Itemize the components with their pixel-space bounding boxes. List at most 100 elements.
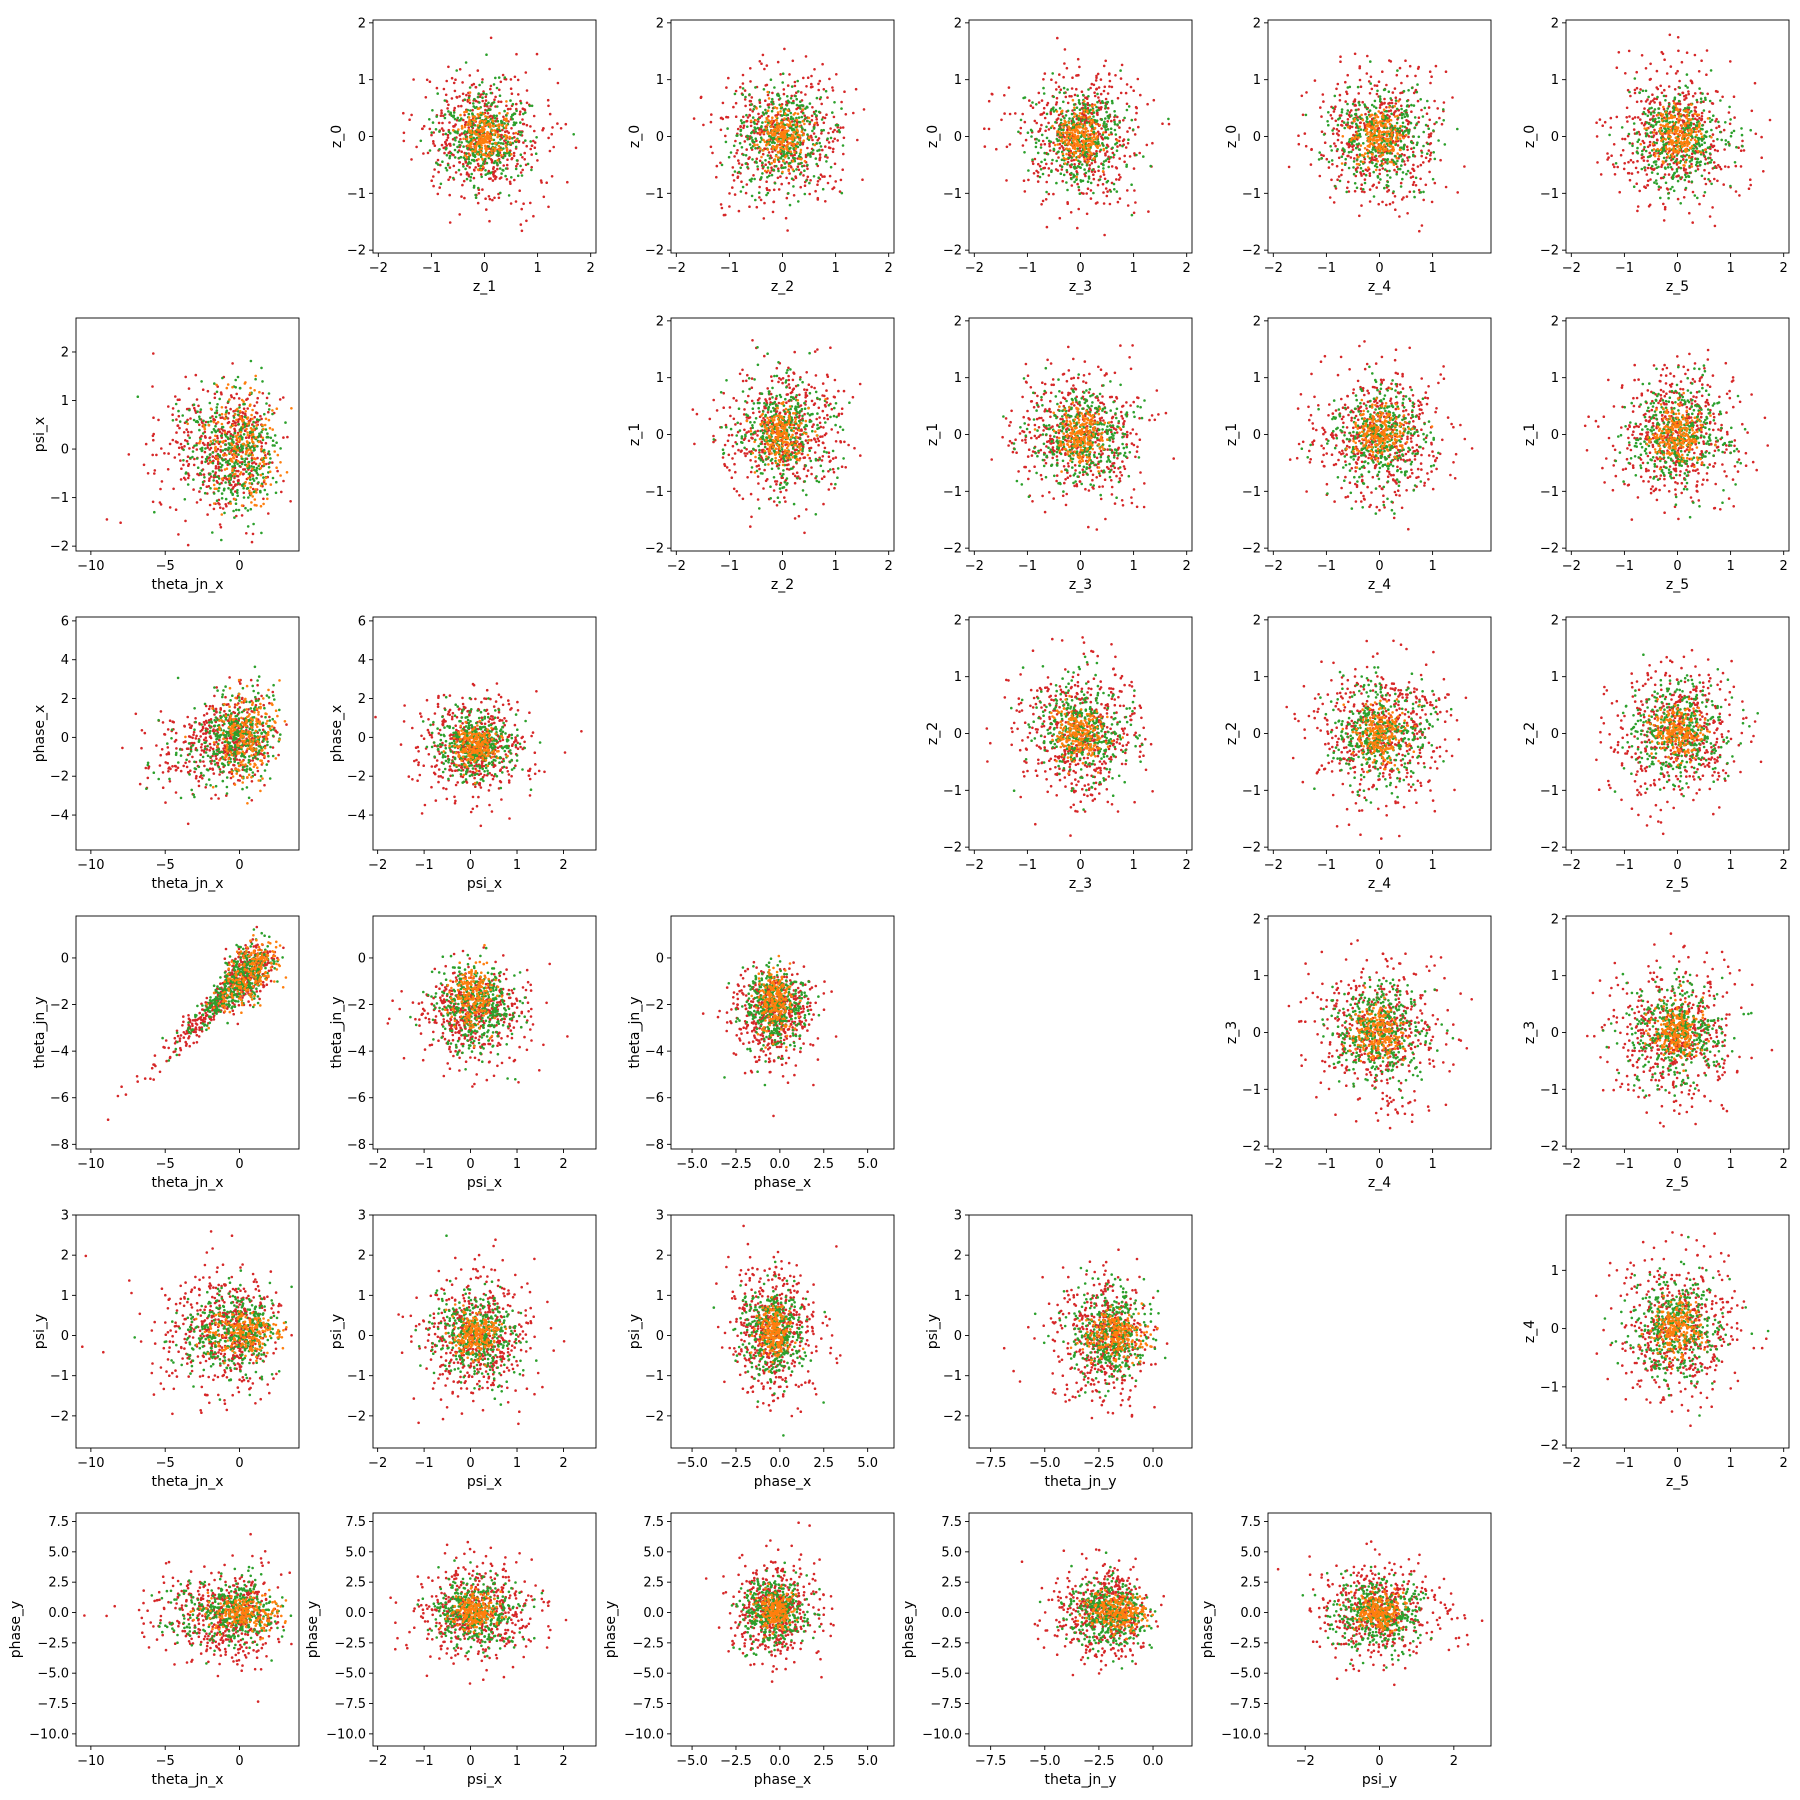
scatter-point [1113,120,1116,124]
scatter-point [448,166,452,169]
scatter-point [1034,141,1038,145]
scatter-point [484,149,488,153]
scatter-point [813,121,817,125]
scatter-point [459,137,462,141]
scatter-point [804,55,808,58]
scatter-point [1062,126,1065,129]
y-tick-label: 0 [656,130,664,145]
scatter-point [487,101,490,105]
scatter-point [1341,120,1344,123]
scatter-point [1019,118,1023,122]
scatter-point [473,97,476,101]
scatter-point [505,178,509,181]
scatter-point [1076,182,1079,186]
scatter-point [754,147,757,150]
scatter-point [1338,179,1342,183]
scatter-point [796,112,800,116]
scatter-point [836,139,839,142]
scatter-point [1022,179,1026,182]
scatter-point [1368,115,1372,118]
scatter-point [469,129,473,133]
scatter-point [770,100,773,104]
x-tick-label: −1 [1018,261,1037,276]
scatter-point [477,129,481,132]
scatter-point [489,125,492,129]
scatter-point [1092,111,1096,114]
scatter-point [795,128,799,131]
scatter-point [1322,133,1326,136]
scatter-point [1047,121,1050,125]
scatter-point [1086,187,1090,190]
scatter-point [481,188,484,191]
scatter-point [490,138,494,142]
scatter-point [766,175,769,179]
scatter-point [1090,162,1094,165]
scatter-point [493,116,497,120]
scatter-point [525,101,529,105]
scatter-point [1340,110,1344,114]
scatter-point [1127,105,1131,108]
scatter-point [771,137,775,141]
scatter-point [484,173,488,176]
scatter-point [512,132,515,135]
scatter-point [1647,110,1651,114]
scatter-point [1712,114,1715,117]
scatter-point [1717,163,1720,167]
scatter-point [1086,129,1090,133]
scatter-point [518,130,521,134]
scatter-point [1363,190,1366,194]
scatter-point [445,169,449,172]
scatter-point [496,105,499,108]
scatter-point [501,168,505,172]
scatter-point [475,136,479,140]
scatter-point [1368,145,1371,148]
scatter-point [1077,159,1080,163]
scatter-point [1740,133,1744,137]
scatter-point [1416,99,1420,103]
scatter-point [439,182,443,186]
scatter-point [1043,151,1046,155]
scatter-point [515,52,518,56]
scatter-point [470,125,474,129]
scatter-point [780,114,784,117]
scatter-point [1072,154,1075,158]
scatter-point [1111,151,1115,155]
scatter-point [1341,152,1345,156]
scatter-point [440,127,444,130]
scatter-point [492,101,496,104]
scatter-point [1101,100,1104,103]
scatter-point [1426,142,1430,146]
scatter-point [1045,225,1049,229]
scatter-point [457,119,461,122]
scatter-point [1637,138,1641,141]
scatter-point [821,175,824,178]
scatter-point [800,115,804,119]
scatter-point [769,78,773,81]
scatter-point [774,118,778,122]
scatter-point [1631,117,1635,120]
scatter-point [480,113,483,117]
scatter-point [1334,144,1337,148]
scatter-point [813,112,816,116]
scatter-point [1129,85,1133,89]
scatter-point [1078,143,1081,147]
scatter-point [1357,92,1360,95]
scatter-point [1056,143,1060,146]
scatter-point [765,188,769,191]
x-axis-label: z_4 [1368,279,1391,295]
scatter-point [1693,92,1697,95]
scatter-point [1673,97,1676,101]
scatter-point [1116,115,1119,119]
scatter-point [1747,187,1751,190]
scatter-point [496,163,499,166]
scatter-point [1043,166,1047,170]
scatter-point [750,96,754,99]
scatter-point [1715,117,1718,121]
scatter-points [1595,33,1772,228]
scatter-point [1380,134,1383,138]
scatter-point [1686,106,1689,109]
scatter-point [1130,118,1134,122]
scatter-point [1392,190,1395,193]
scatter-point [522,112,525,116]
scatter-point [779,73,782,76]
